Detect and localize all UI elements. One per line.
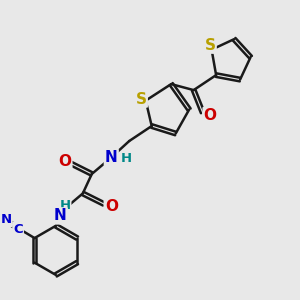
Text: H: H <box>59 199 70 212</box>
Text: S: S <box>136 92 147 106</box>
Text: N: N <box>105 150 118 165</box>
Text: S: S <box>205 38 216 52</box>
Text: C: C <box>13 223 23 236</box>
Text: O: O <box>58 154 71 169</box>
Text: N: N <box>1 213 12 226</box>
Text: O: O <box>204 108 217 123</box>
Text: O: O <box>105 200 118 214</box>
Text: N: N <box>54 208 67 224</box>
Text: H: H <box>121 152 132 166</box>
